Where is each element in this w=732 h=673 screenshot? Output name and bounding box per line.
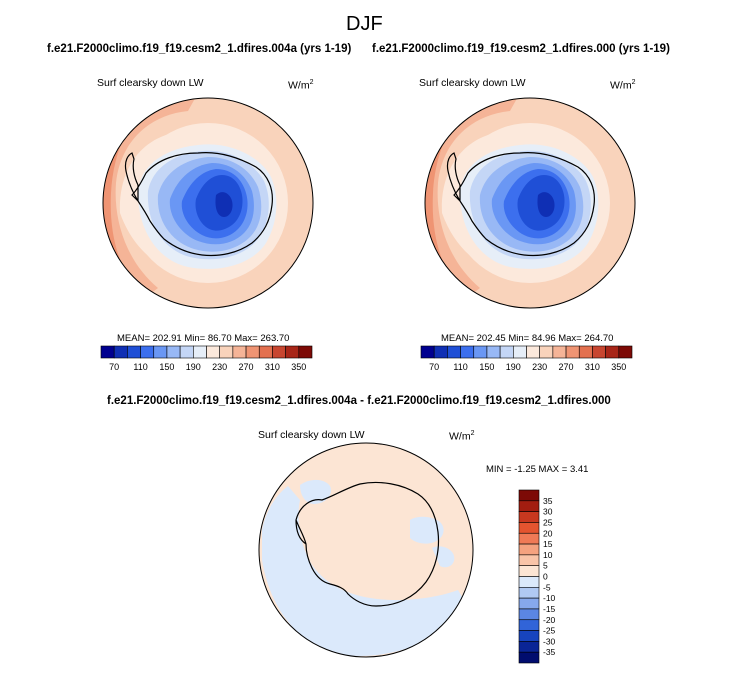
- panel3-colorbar-box: [518, 641, 540, 653]
- panel3-colorbar-tick-label: -10: [543, 593, 556, 603]
- panel2-colorbar-tick-label: 230: [532, 362, 547, 372]
- panel1-units-base: W/m: [288, 79, 310, 92]
- panel1-colorbar-tick-label: 190: [186, 362, 201, 372]
- panel3-colorbar-box: [518, 576, 540, 588]
- panel2-stats: MEAN= 202.45 Min= 84.96 Max= 264.70: [441, 333, 614, 344]
- panel3-colorbar-box: [518, 489, 540, 502]
- panel1-colorbar-tick-label: 230: [212, 362, 227, 372]
- panel3-units-base: W/m: [449, 430, 471, 443]
- panel3-colorbar-tick-label: -30: [543, 636, 556, 646]
- panel2-units: W/m2: [610, 79, 635, 92]
- panel1-colorbar-tick-label: 310: [265, 362, 280, 372]
- panel3-case-title: f.e21.F2000climo.f19_f19.cesm2_1.dfires.…: [107, 395, 611, 407]
- panel3-colorbar-tick-label: 15: [543, 539, 553, 549]
- panel3-colorbar-box: [518, 511, 540, 523]
- panel3-colorbar-tick-label: 0: [543, 572, 548, 582]
- panel3-colorbar-box: [518, 565, 540, 577]
- panel3-colorbar-box: [518, 532, 540, 545]
- panel1-units-exp: 2: [309, 79, 314, 86]
- panel1-case-title: f.e21.F2000climo.f19_f19.cesm2_1.dfires.…: [47, 43, 352, 55]
- panel2-units-base: W/m: [610, 79, 632, 92]
- panel3-colorbar-box: [518, 500, 540, 512]
- panel3-colorbar-box: [518, 543, 540, 556]
- panel3-colorbar-box: [518, 597, 540, 610]
- panel3-colorbar-tick-label: -25: [543, 626, 556, 636]
- panel1-colorbar-tick-label: 270: [239, 362, 254, 372]
- panel2-case-title: f.e21.F2000climo.f19_f19.cesm2_1.dfires.…: [372, 43, 670, 55]
- panel1-colorbar-tick-label: 70: [109, 362, 119, 372]
- panel3-colorbar-box: [518, 651, 540, 664]
- panel2-colorbar-tick-label: 350: [611, 362, 626, 372]
- panel1-map-frame: [102, 97, 314, 309]
- panel2-units-exp: 2: [631, 79, 636, 86]
- panel2-map-frame: [424, 97, 636, 309]
- panel1-stats: MEAN= 202.91 Min= 86.70 Max= 263.70: [117, 333, 290, 344]
- panel3-colorbar-box: [518, 630, 540, 642]
- panel1-variable-label: Surf clearsky down LW: [97, 77, 204, 89]
- panel3-colorbar-tick-label: 10: [543, 550, 553, 560]
- panel3-colorbar-tick-label: 30: [543, 507, 553, 517]
- panel3-colorbar-tick-label: 25: [543, 517, 553, 527]
- panel1-colorbar-tick-label: 110: [133, 362, 147, 372]
- panel1-units: W/m2: [288, 79, 313, 92]
- panel3-colorbar-box: [518, 522, 540, 534]
- page-title: DJF: [346, 13, 383, 35]
- panel3-colorbar-tick-label: 20: [543, 528, 553, 538]
- panel3-colorbar-tick-label: -5: [543, 582, 551, 592]
- panel3-map-frame: [258, 442, 474, 658]
- panel1-colorbar-tick-label: 150: [159, 362, 174, 372]
- panel3-units-exp: 2: [470, 430, 475, 437]
- panel2-colorbar-tick-label: 70: [429, 362, 439, 372]
- panel3-colorbar-tick-label: -20: [543, 615, 556, 625]
- panel3-units: W/m2: [449, 430, 474, 443]
- panel2-colorbar-box: [618, 345, 633, 359]
- panel2-variable-label: Surf clearsky down LW: [419, 77, 526, 89]
- panel3-colorbar-box: [518, 554, 540, 566]
- panel3-stats: MIN = -1.25 MAX = 3.41: [486, 464, 589, 475]
- panel3-colorbar-tick-label: 5: [543, 561, 548, 571]
- panel1-colorbar-tick-label: 350: [291, 362, 306, 372]
- panel2-colorbar-tick-label: 190: [506, 362, 521, 372]
- panel3-colorbar-box: [518, 619, 540, 631]
- panel3-colorbar-tick-label: 35: [543, 496, 553, 506]
- panel3-colorbar-box: [518, 587, 540, 599]
- panel3-colorbar-tick-label: -15: [543, 604, 556, 614]
- panel3-variable-label: Surf clearsky down LW: [258, 429, 365, 441]
- panel2-colorbar-tick-label: 310: [585, 362, 600, 372]
- panel2-colorbar-tick-label: 270: [559, 362, 574, 372]
- panel2-colorbar-tick-label: 150: [479, 362, 494, 372]
- panel2-colorbar-tick-label: 110: [453, 362, 467, 372]
- panel1-colorbar-box: [298, 345, 313, 359]
- panel3-colorbar-box: [518, 608, 540, 621]
- panel3-colorbar-tick-label: -35: [543, 647, 556, 657]
